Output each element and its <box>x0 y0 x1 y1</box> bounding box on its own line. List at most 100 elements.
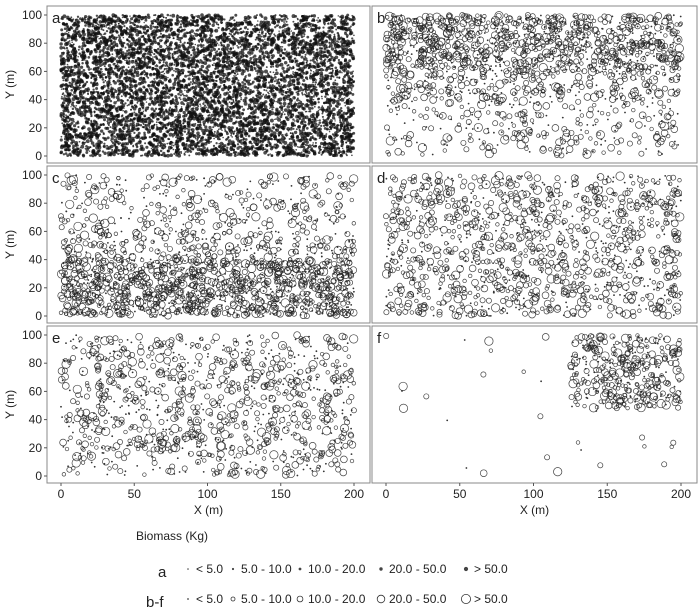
data-point <box>120 44 125 48</box>
data-point <box>312 70 315 73</box>
data-point <box>203 104 207 107</box>
data-point <box>286 105 291 109</box>
data-point <box>208 51 212 56</box>
data-point <box>225 46 229 51</box>
data-point <box>109 126 112 129</box>
data-point <box>98 53 101 56</box>
data-point <box>269 104 272 107</box>
data-point <box>70 102 74 107</box>
data-point <box>105 26 108 28</box>
data-point <box>243 82 247 86</box>
data-point <box>326 81 330 85</box>
data-point <box>223 18 226 21</box>
data-point <box>238 37 241 39</box>
data-point <box>253 85 258 89</box>
data-point <box>192 66 196 69</box>
data-point <box>311 27 316 32</box>
data-point <box>218 142 220 145</box>
data-point <box>275 151 277 154</box>
data-point <box>90 113 93 116</box>
data-point <box>202 154 205 157</box>
data-point <box>101 78 105 81</box>
data-point <box>158 94 161 97</box>
data-point <box>337 124 340 127</box>
data-point <box>76 24 80 28</box>
data-point <box>293 130 298 135</box>
data-point <box>81 51 85 55</box>
data-point <box>200 45 203 48</box>
data-point <box>159 39 163 43</box>
data-point <box>297 88 300 91</box>
data-point <box>247 91 252 96</box>
data-point <box>279 123 282 126</box>
data-point <box>322 124 326 127</box>
data-point <box>88 150 91 152</box>
data-point <box>305 126 309 130</box>
data-point <box>226 146 229 149</box>
data-point <box>267 81 271 84</box>
data-point <box>236 73 239 76</box>
data-point <box>226 35 229 38</box>
data-point <box>268 90 271 92</box>
data-point <box>239 45 242 48</box>
data-point <box>202 46 205 49</box>
data-point <box>272 126 275 129</box>
data-point <box>178 26 181 29</box>
data-point <box>211 148 215 152</box>
data-point <box>89 110 93 114</box>
data-point <box>164 145 167 148</box>
data-point <box>304 90 307 93</box>
data-point <box>297 18 299 21</box>
data-point <box>305 77 307 79</box>
data-point <box>95 76 98 79</box>
data-point <box>240 111 245 116</box>
data-point <box>259 122 264 127</box>
data-point <box>285 92 288 95</box>
data-point <box>113 135 116 138</box>
data-point <box>301 151 303 153</box>
data-point <box>301 146 303 148</box>
data-point <box>292 127 295 130</box>
data-point <box>323 64 327 68</box>
data-point <box>288 74 291 78</box>
data-point <box>286 23 289 26</box>
data-point <box>306 144 309 147</box>
data-point <box>271 54 275 58</box>
data-point <box>73 124 77 128</box>
data-point <box>272 145 275 149</box>
data-point <box>240 96 242 99</box>
data-point <box>65 114 67 116</box>
data-point <box>201 88 204 91</box>
data-point <box>219 94 222 97</box>
data-point <box>186 113 188 116</box>
data-point <box>208 125 212 130</box>
data-point <box>325 83 327 86</box>
data-point <box>265 66 268 69</box>
data-point <box>272 71 275 74</box>
data-point <box>258 31 261 33</box>
data-point <box>348 59 352 63</box>
data-point <box>344 117 348 121</box>
data-point <box>67 120 70 123</box>
data-point <box>222 79 226 84</box>
data-point <box>220 44 223 46</box>
data-point <box>319 52 322 56</box>
data-point <box>178 96 181 99</box>
data-point <box>317 151 321 155</box>
data-point <box>130 33 134 37</box>
data-point <box>90 115 92 118</box>
data-point <box>351 154 353 157</box>
data-point <box>175 154 178 157</box>
data-point <box>299 86 303 90</box>
data-point <box>133 111 136 114</box>
data-point <box>293 97 296 99</box>
data-point <box>269 65 273 68</box>
data-point <box>272 65 275 68</box>
data-point <box>258 96 262 100</box>
data-point <box>65 46 69 50</box>
data-point <box>59 42 63 46</box>
data-point <box>99 67 103 71</box>
data-point <box>332 107 336 111</box>
data-point <box>249 79 251 82</box>
data-point <box>222 72 227 77</box>
